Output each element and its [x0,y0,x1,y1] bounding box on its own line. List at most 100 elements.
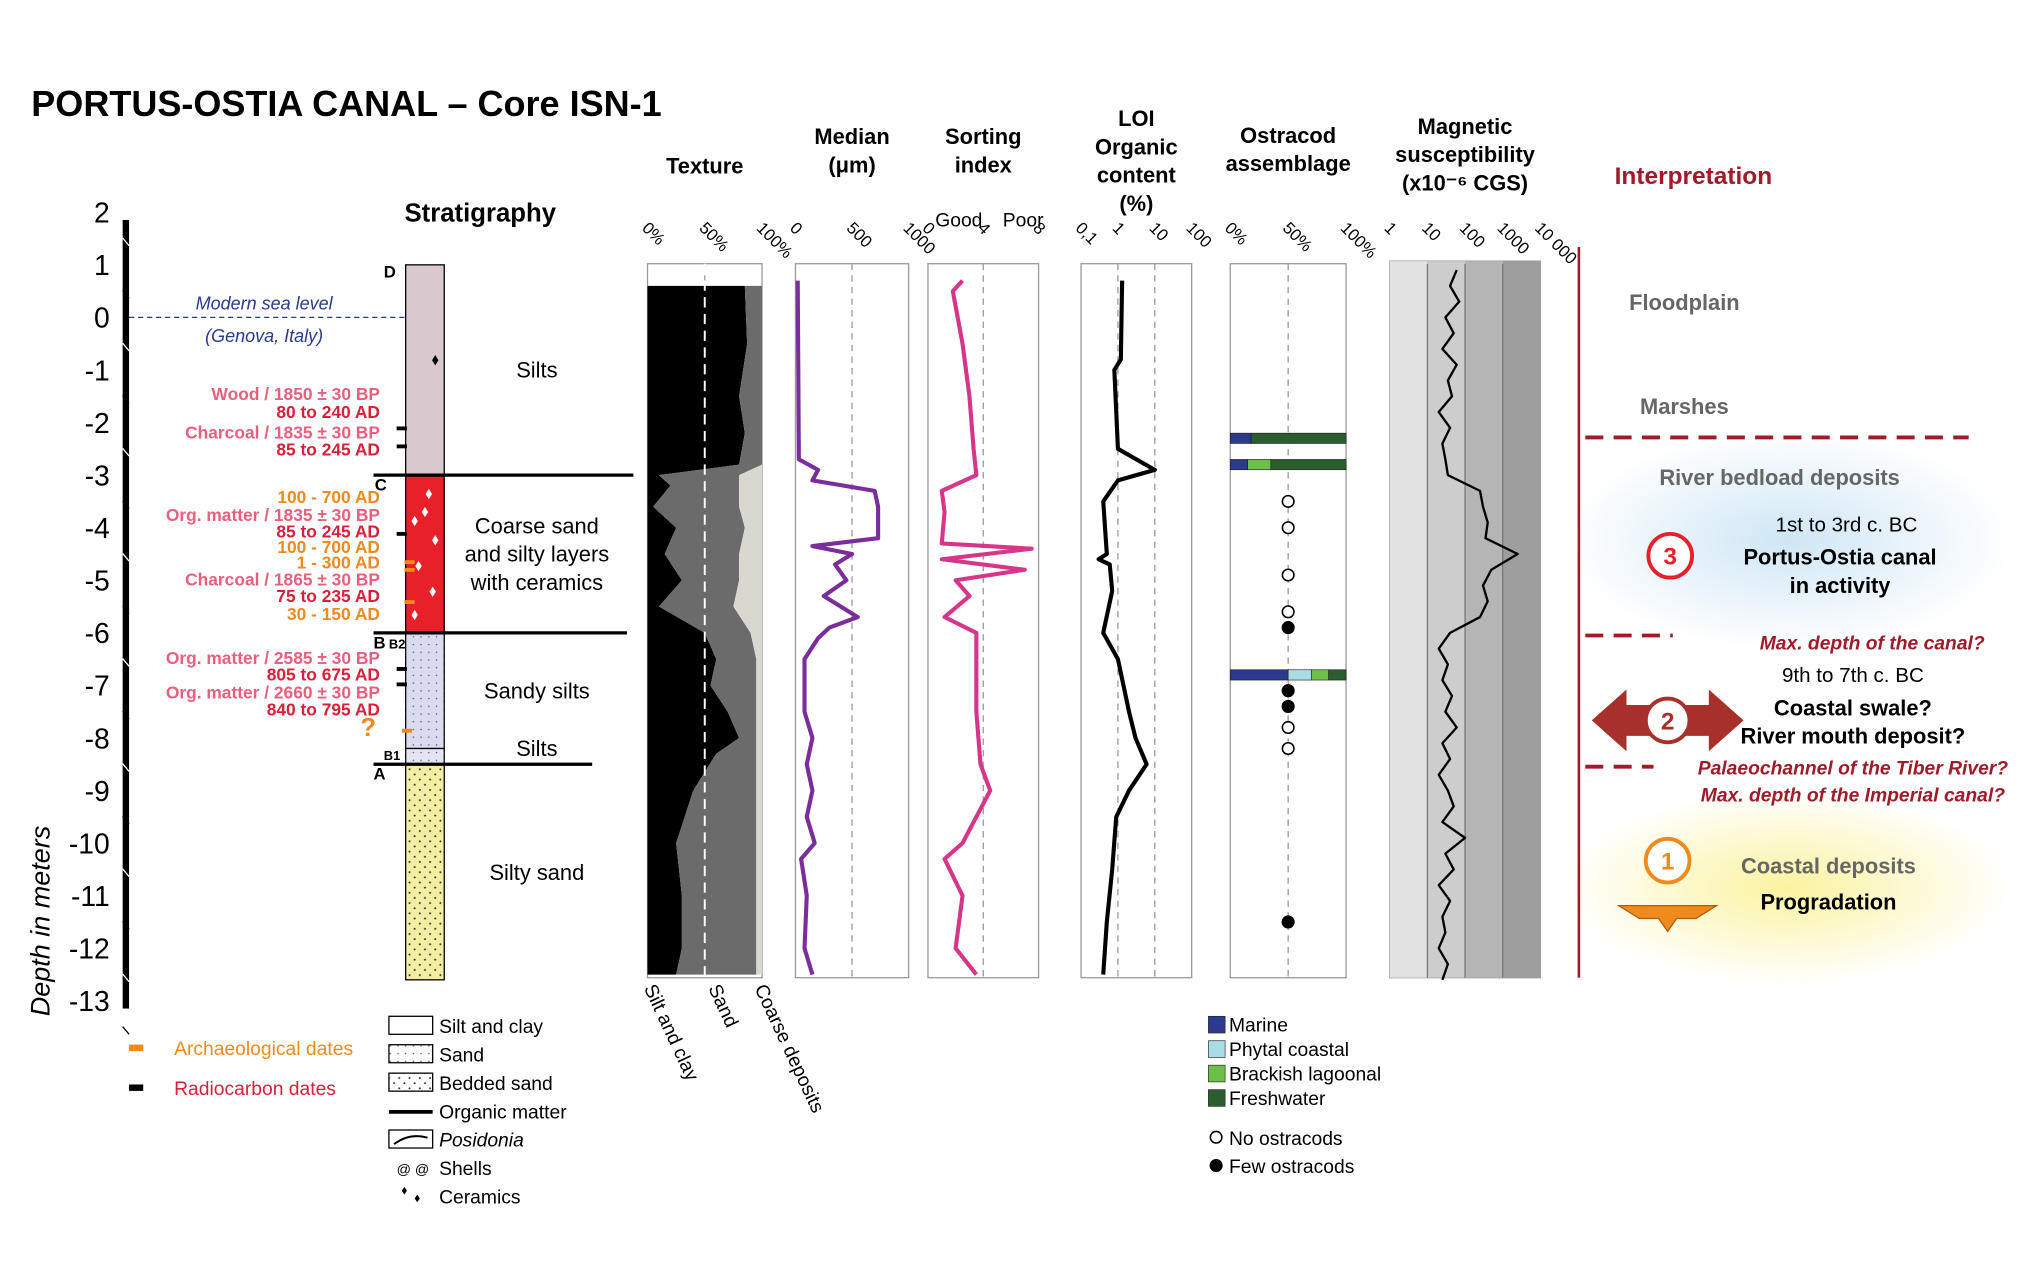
panel-title: Ostracod [1240,123,1336,148]
x-tick-label: 0,1 [1072,218,1102,248]
sample [396,444,407,449]
legend-swatch [1208,1064,1226,1083]
x-tick-label: 10 [1146,218,1173,245]
date-label: 85 to 245 AD [276,522,380,542]
band [1465,261,1503,978]
ostracod-bar [1310,669,1330,681]
ostracod-marker [1281,741,1295,756]
y-tick-label: 1 [94,249,110,281]
panel-title: Organic [1095,134,1178,159]
legend-label: Freshwater [1229,1089,1326,1110]
legend-line [393,1135,428,1145]
tick [122,973,130,983]
legend-label: Marine [1229,1016,1288,1037]
unit-name: Silts [516,358,557,383]
label: River mouth deposit? [1741,724,1966,749]
unit-name: Coarse sand [475,513,599,538]
label: Floodplain [1629,290,1739,315]
ostracod-marker [1281,699,1295,714]
tick [122,237,130,247]
ostracod-marker [1281,494,1295,508]
date-label: Wood / 1850 ± 30 BP [212,384,380,404]
label: (Genova, Italy) [205,326,323,346]
ostracod-bar [1229,432,1252,444]
panel-title: Median [814,124,889,149]
date-label: 75 to 235 AD [276,586,380,606]
glow [1563,791,2014,985]
sample [396,531,407,536]
x-tick-label: 100 [1456,218,1489,251]
y-tick-label: -11 [71,880,110,912]
tick [122,553,130,562]
tick [122,921,130,930]
label: Coastal deposits [1741,853,1916,878]
legend-box [388,1129,434,1149]
date-label: 840 to 795 AD [267,699,380,719]
panel-title: assemblage [1226,151,1351,176]
date-label: 100 - 700 AD [277,487,380,507]
unit-name: with ceramics [470,570,603,595]
axis-title: Depth in meters [25,826,55,1017]
tick [122,763,130,772]
x-tick-label: 0% [638,218,669,249]
band [1502,261,1541,978]
legend-label: No ostracods [1229,1129,1343,1150]
legend-label: Bedded sand [439,1074,553,1095]
y-tick-label: -9 [85,775,110,807]
x-tick-label: 0% [1221,218,1252,249]
legend-label: Few ostracods [1229,1157,1354,1178]
ostracod-bar [1247,459,1272,471]
label: Modern sea level [196,294,334,314]
ostracod-bar [1250,432,1347,444]
ostracod-bar [1229,459,1248,471]
unit [405,264,445,476]
label: 9th to 7th c. BC [1782,664,1924,687]
y-tick-label: 0 [94,302,110,334]
unit-code: B1 [384,748,400,763]
legend-icon [401,1186,420,1203]
question: Palaeochannel of the Tiber River? [1698,758,2009,779]
legend-label: Brackish lagoonal [1229,1065,1381,1086]
phase-circle [1643,696,1692,745]
x-tick-label: 50% [1279,218,1316,255]
end-label: Good [935,210,982,231]
legend-label: Organic matter [439,1102,567,1123]
date-label: Org. matter / 1835 ± 30 BP [166,505,380,525]
label: Interpretation [1615,163,1773,190]
legend-swatch [1208,1040,1226,1058]
depth-bar [122,219,130,1009]
sample [404,600,415,604]
ostracod-marker [1281,521,1295,535]
legend-box [388,1015,434,1035]
legend-icon: @ @ [397,1161,430,1177]
legend-label: Posidonia [439,1131,524,1152]
x-tick-label: 1 [1109,218,1129,238]
date-label: Org. matter / 2585 ± 30 BP [166,648,380,668]
x-tick-label: 10 [1418,218,1445,245]
sample [396,426,407,431]
panel-title: LOI [1118,106,1154,131]
legend-label: Silt and clay [439,1017,543,1038]
x-tick-label: 50% [695,218,732,255]
label: Progradation [1760,890,1896,915]
label: River bedload deposits [1659,465,1900,490]
curve [1096,280,1157,975]
legend-label: Phytal coastal [1229,1040,1349,1061]
tick [122,1026,130,1035]
legend-marker [129,1084,144,1091]
y-tick-label: -12 [69,933,110,965]
legend-label: Shells [439,1159,492,1180]
unit-name: Silts [516,736,557,761]
label: Marshes [1640,394,1729,419]
legend-box [388,1044,434,1064]
label: in activity [1790,573,1892,598]
unit-code: B [373,633,385,652]
unit-code: B2 [389,636,405,651]
progradation-icon [1616,905,1719,933]
x-tick-label: 100% [1337,218,1381,262]
band [1427,261,1466,978]
panel-box [1080,263,1193,979]
y-tick-label: -1 [85,354,110,386]
x-tick-label: 1000 [1493,218,1533,258]
